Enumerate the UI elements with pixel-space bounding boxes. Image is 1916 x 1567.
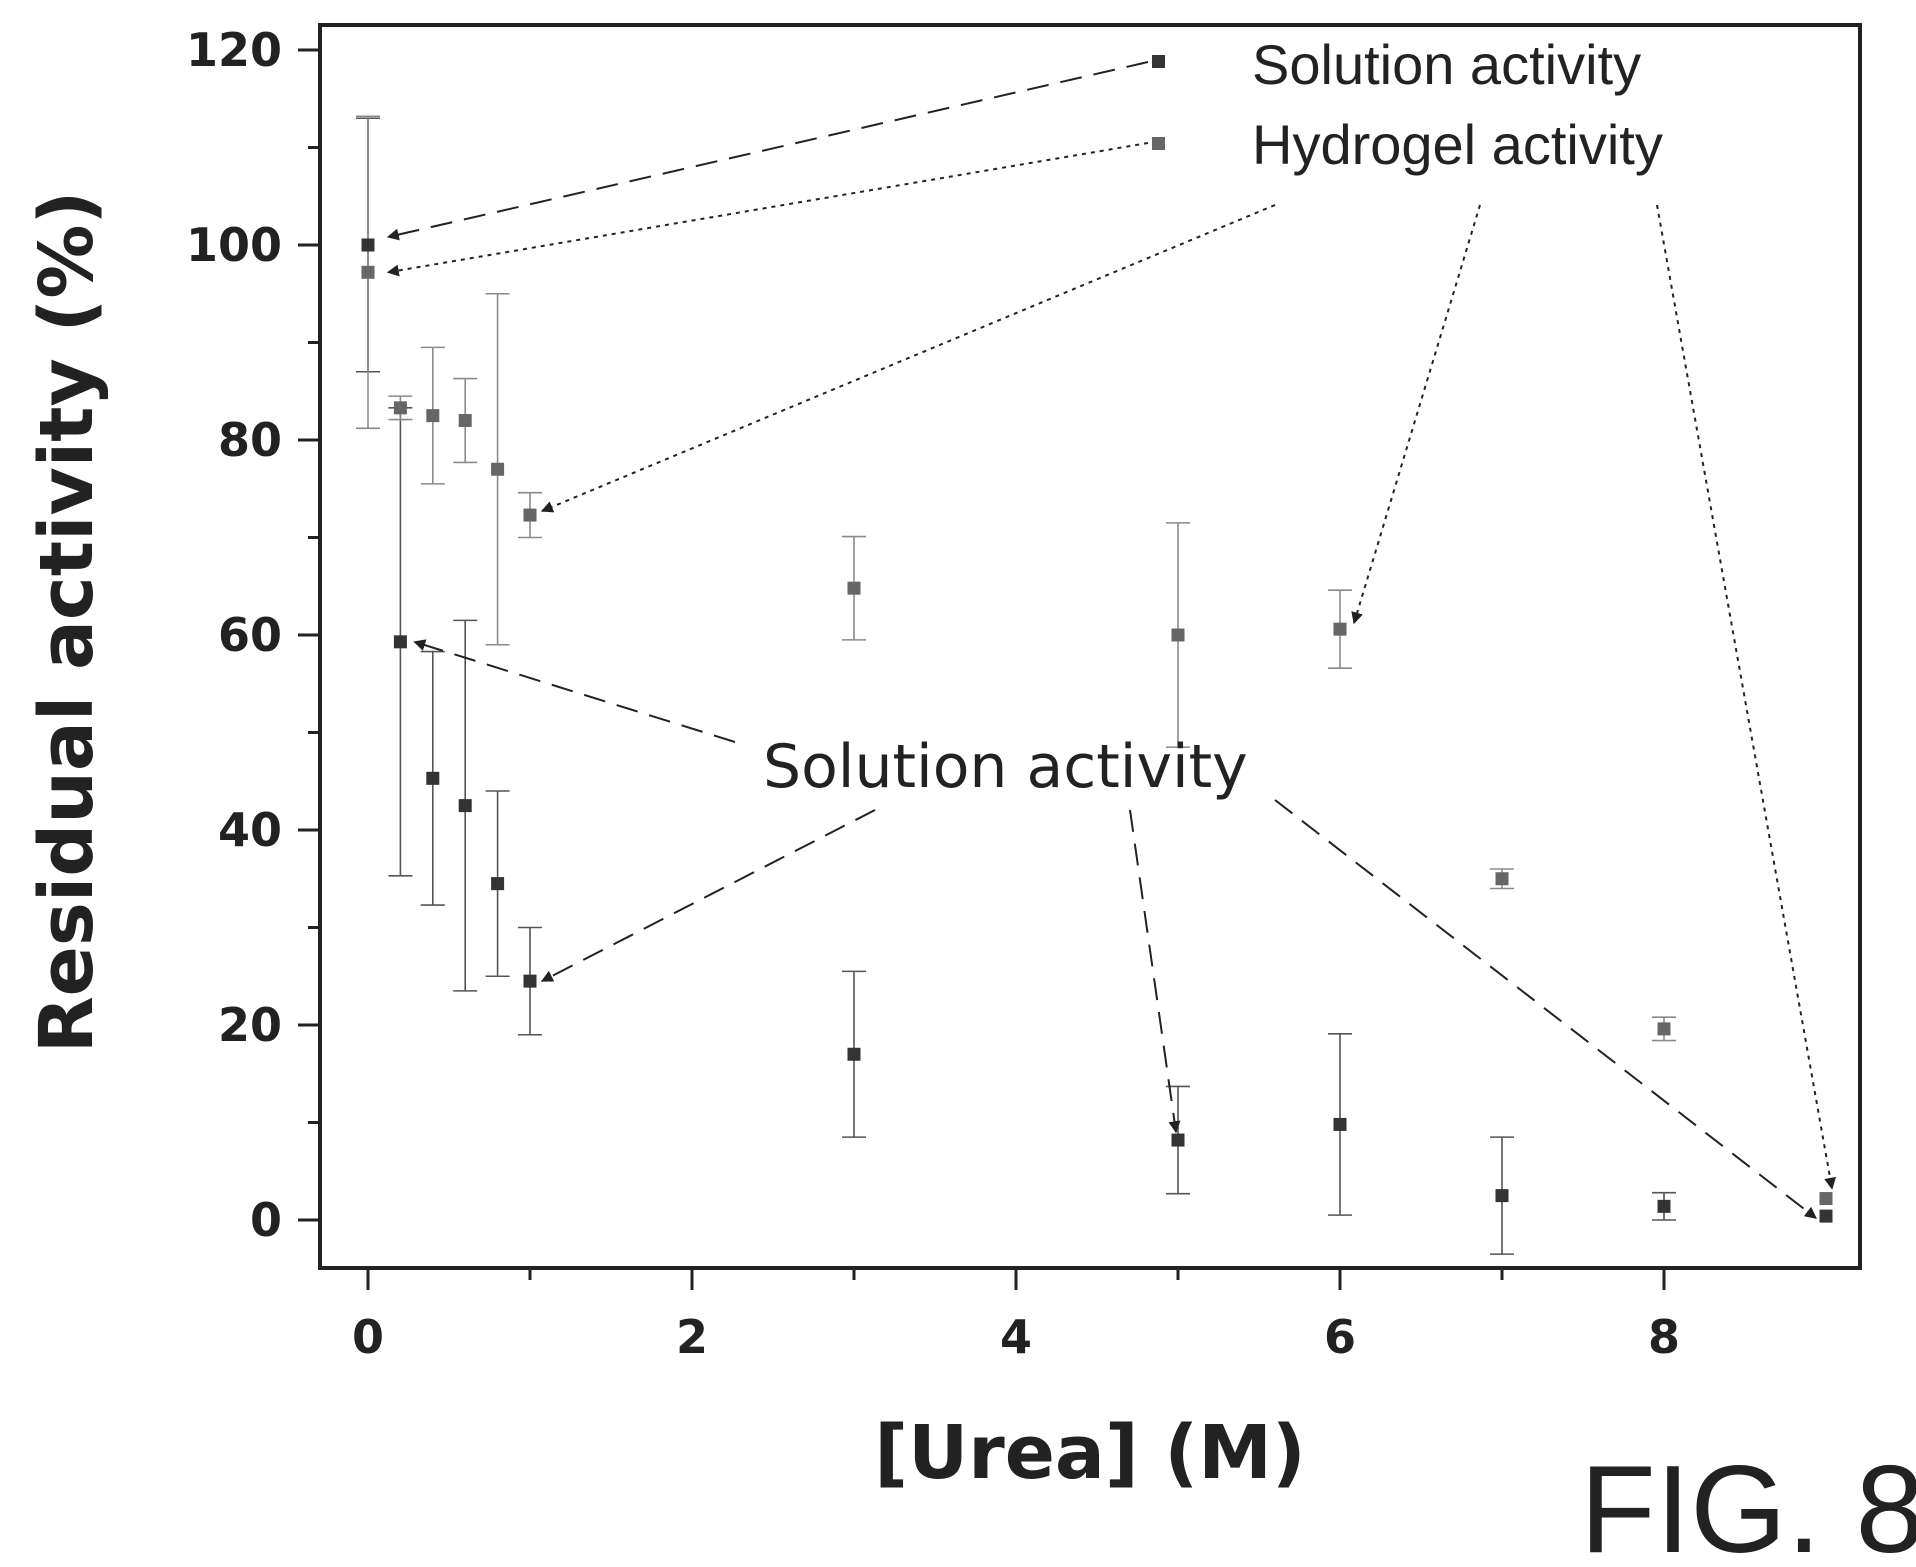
annotation-arrow xyxy=(386,61,1149,241)
annotation-arrow xyxy=(1129,809,1181,1134)
annotation-arrow xyxy=(540,809,876,983)
y-tick-label: 80 xyxy=(218,413,282,467)
y-tick-label: 100 xyxy=(186,218,282,272)
point-hydrogel xyxy=(1657,1022,1671,1036)
x-axis-ticks: 0 2 4 6 8 xyxy=(352,1268,1680,1364)
y-tick-label: 0 xyxy=(250,1193,282,1247)
point-solution xyxy=(361,238,375,252)
plot-frame xyxy=(318,23,1862,1270)
point-hydrogel xyxy=(1333,622,1347,636)
point-hydrogel xyxy=(491,462,505,476)
plot-border xyxy=(318,23,1862,1270)
x-axis-title: [Urea] (M) xyxy=(874,1410,1305,1496)
y-tick-label: 120 xyxy=(186,23,282,77)
y-axis-title: Residual activity (%) xyxy=(24,191,110,1054)
point-solution xyxy=(1171,1133,1185,1147)
annotation-arrow xyxy=(1274,799,1817,1219)
point-solution xyxy=(426,771,440,785)
point-solution xyxy=(393,635,407,649)
point-solution xyxy=(1657,1199,1671,1213)
point-hydrogel xyxy=(847,581,861,595)
point-solution xyxy=(1333,1117,1347,1131)
point-hydrogel xyxy=(393,401,407,415)
y-tick-label: 60 xyxy=(218,608,282,662)
point-solution xyxy=(523,974,537,988)
point-hydrogel xyxy=(1819,1192,1833,1206)
y-tick-label: 20 xyxy=(218,998,282,1052)
annotation-arrow xyxy=(386,142,1149,277)
annotation-arrow xyxy=(1351,204,1481,625)
annotation-arrow xyxy=(540,204,1276,513)
x-tick-label: 8 xyxy=(1648,1310,1680,1364)
legend-marker-hydrogel xyxy=(1152,137,1165,150)
point-solution xyxy=(1495,1189,1509,1203)
legend-marker-solution xyxy=(1152,55,1165,68)
x-tick-label: 0 xyxy=(352,1310,384,1364)
point-solution xyxy=(1819,1209,1833,1223)
point-solution xyxy=(458,799,472,813)
figure-label: FIG. 8 xyxy=(1580,1441,1916,1567)
data-markers xyxy=(361,238,1833,1223)
y-tick-label: 40 xyxy=(218,803,282,857)
point-hydrogel xyxy=(1495,872,1509,886)
annotation-arrow xyxy=(1656,204,1837,1190)
point-hydrogel xyxy=(1171,628,1185,642)
legend-label-solution: Solution activity xyxy=(1252,33,1641,96)
point-hydrogel xyxy=(361,265,375,279)
point-hydrogel xyxy=(523,508,537,522)
x-tick-label: 4 xyxy=(1000,1310,1032,1364)
x-tick-label: 6 xyxy=(1324,1310,1356,1364)
point-hydrogel xyxy=(458,414,472,427)
annotation-arrows xyxy=(386,61,1837,1219)
y-axis-ticks: 0 20 40 60 80 100 120 xyxy=(186,23,320,1247)
legend: Solution activity Hydrogel activity xyxy=(1152,33,1663,176)
point-hydrogel xyxy=(426,409,440,423)
x-tick-label: 2 xyxy=(676,1310,708,1364)
point-solution xyxy=(847,1047,861,1061)
annotation-solution-activity: Solution activity xyxy=(763,732,1248,802)
legend-label-hydrogel: Hydrogel activity xyxy=(1252,113,1663,176)
annotation-arrow xyxy=(413,639,736,743)
point-solution xyxy=(491,877,505,891)
